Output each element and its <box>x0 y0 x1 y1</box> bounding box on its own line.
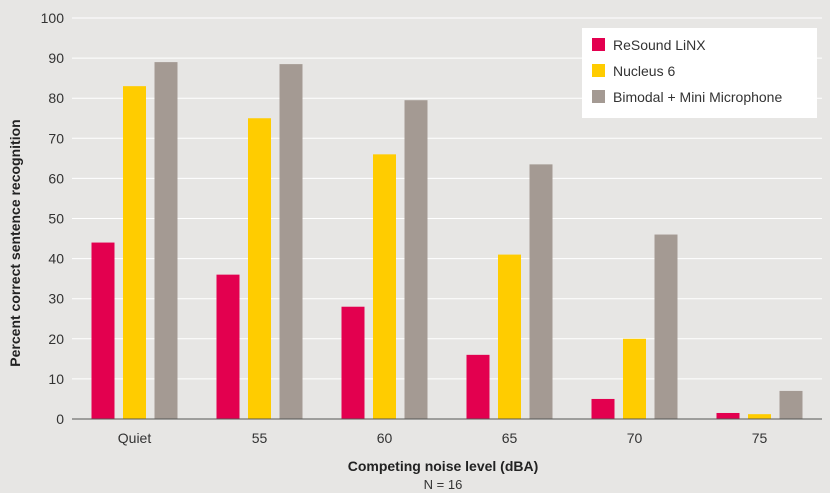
y-tick-label: 30 <box>48 291 64 307</box>
x-axis-ticks: Quiet 55 60 65 70 75 <box>118 430 768 446</box>
bar <box>248 118 271 419</box>
y-tick-label: 0 <box>56 411 64 427</box>
bar <box>654 234 678 419</box>
legend-swatch <box>592 90 605 103</box>
bar <box>216 274 240 419</box>
bar <box>498 254 521 419</box>
legend-swatch <box>592 38 605 51</box>
y-tick-label: 20 <box>48 331 64 347</box>
bar <box>373 154 396 419</box>
bar <box>279 64 303 420</box>
y-axis-ticks: 0 10 20 30 40 50 60 70 80 90 100 <box>41 10 65 427</box>
bar <box>779 390 803 419</box>
sample-size-note: N = 16 <box>424 477 463 492</box>
legend-label: Bimodal + Mini Microphone <box>613 89 782 105</box>
bar <box>748 414 771 419</box>
bar <box>623 338 646 419</box>
y-tick-label: 10 <box>48 371 64 387</box>
legend-label: Nucleus 6 <box>613 63 675 79</box>
bar <box>91 242 115 419</box>
x-tick-label: 60 <box>377 430 393 446</box>
gridlines <box>72 17 822 380</box>
bar <box>591 398 615 419</box>
x-tick-label: 65 <box>502 430 518 446</box>
y-tick-label: 70 <box>48 130 64 146</box>
x-axis-title: Competing noise level (dBA) <box>348 458 539 474</box>
y-tick-label: 60 <box>48 170 64 186</box>
bar <box>716 412 740 419</box>
legend-box <box>582 28 817 118</box>
y-tick-label: 90 <box>48 50 64 66</box>
bar <box>466 354 490 419</box>
x-tick-label: 75 <box>752 430 768 446</box>
bar <box>154 62 178 420</box>
bar <box>341 306 365 419</box>
x-tick-label: 55 <box>252 430 268 446</box>
legend-swatch <box>592 64 605 77</box>
y-tick-label: 100 <box>41 10 65 26</box>
x-tick-label: Quiet <box>118 430 152 446</box>
bars <box>91 62 803 420</box>
bar <box>123 86 146 420</box>
y-axis-title: Percent correct sentence recognition <box>7 119 23 366</box>
y-tick-label: 80 <box>48 90 64 106</box>
y-tick-label: 50 <box>48 211 64 227</box>
x-tick-label: 70 <box>627 430 643 446</box>
legend: ReSound LiNX Nucleus 6 Bimodal + Mini Micr… <box>582 28 817 118</box>
bar <box>529 164 553 419</box>
bar <box>404 100 428 419</box>
y-tick-label: 40 <box>48 251 64 267</box>
legend-label: ReSound LiNX <box>613 37 706 53</box>
